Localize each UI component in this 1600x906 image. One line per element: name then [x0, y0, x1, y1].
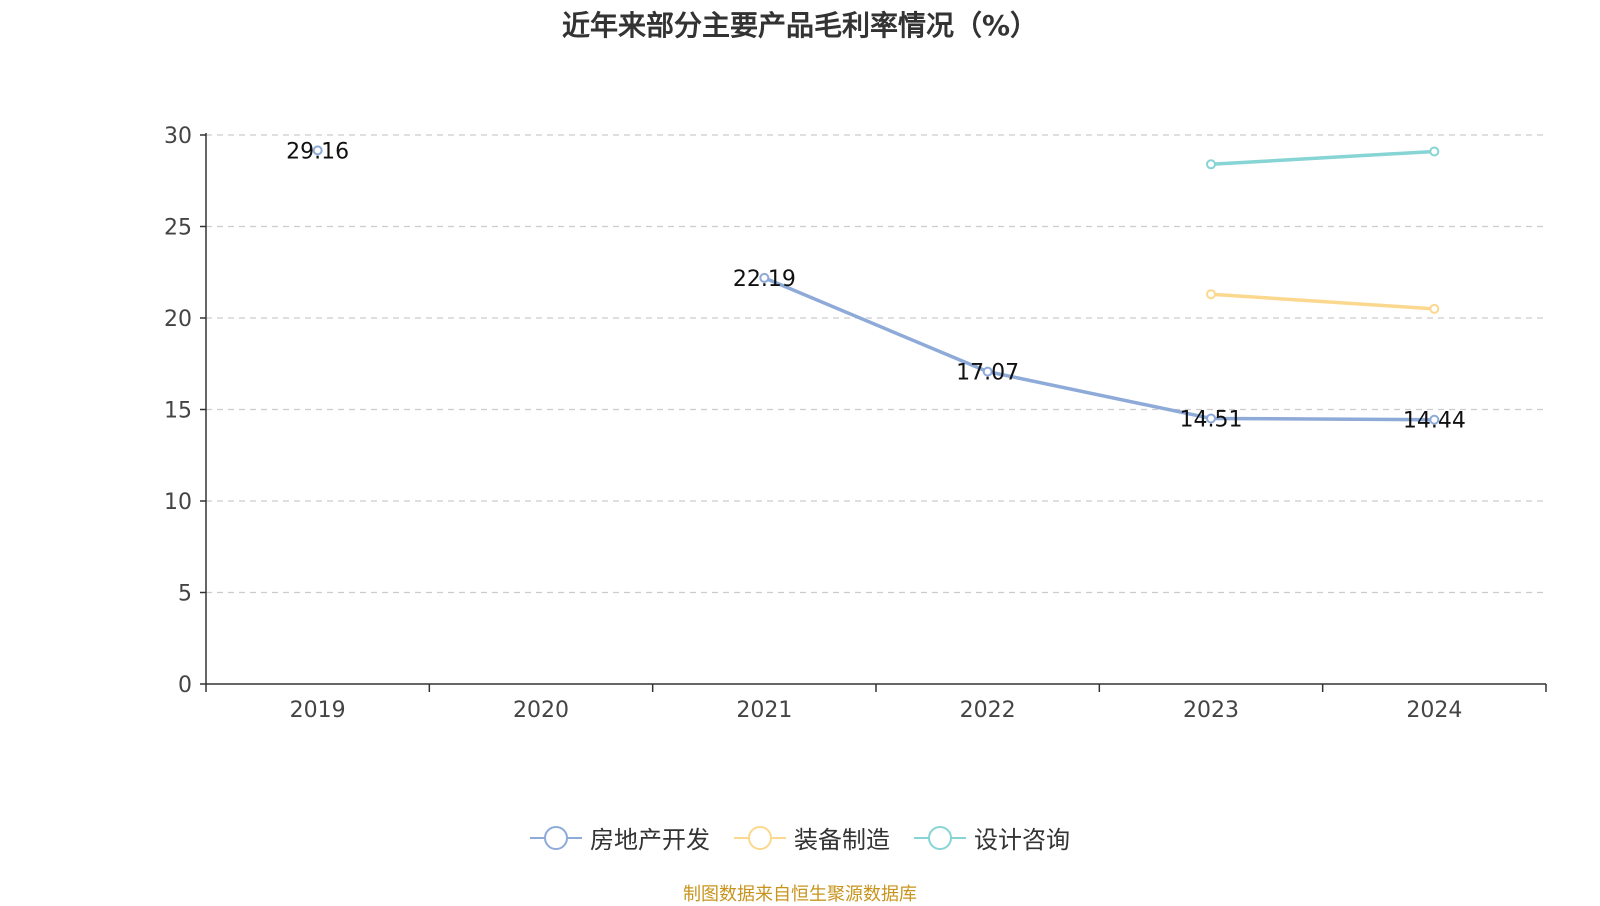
series-line-1: [1210, 292, 1435, 311]
data-label: 29.16: [286, 139, 349, 164]
chart-title: 近年来部分主要产品毛利率情况（%）: [561, 9, 1039, 42]
y-tick-label: 15: [164, 399, 192, 424]
data-point: [1429, 146, 1440, 157]
legend-label: 设计咨询: [974, 826, 1070, 854]
x-tick-label: 2019: [290, 698, 346, 723]
y-tick-label: 20: [164, 307, 192, 332]
legend-symbol-icon: [734, 825, 786, 850]
data-label: 14.51: [1180, 407, 1243, 432]
x-tick-label: 2022: [960, 698, 1016, 723]
legend-symbol-icon: [530, 825, 582, 850]
source-note: 制图数据来自恒生聚源数据库: [683, 884, 917, 905]
y-tick-label: 25: [164, 216, 192, 241]
x-tick-label: 2023: [1183, 698, 1239, 723]
data-label: 14.44: [1403, 409, 1466, 434]
legend-symbol-icon: [914, 825, 966, 850]
series-line-0: [763, 276, 1435, 422]
y-tick-label: 0: [178, 673, 192, 698]
x-tick-label: 2021: [736, 698, 792, 723]
x-tick-label: 2020: [513, 698, 569, 723]
legend-item-1[interactable]: 装备制造: [734, 820, 890, 855]
data-point: [1206, 289, 1216, 300]
data-label: 17.07: [956, 361, 1019, 386]
data-label: 22.19: [733, 267, 796, 292]
data-point: [1429, 414, 1440, 425]
y-tick-label: 5: [178, 582, 192, 607]
y-tick-label: 30: [164, 124, 192, 149]
legend-item-0[interactable]: 房地产开发: [530, 820, 710, 855]
data-point: [1206, 159, 1216, 170]
legend-label: 装备制造: [794, 826, 890, 854]
y-tick-label: 10: [164, 490, 192, 515]
data-point: [1206, 413, 1216, 424]
legend-item-2[interactable]: 设计咨询: [914, 820, 1070, 855]
series-line-2: [1210, 149, 1435, 167]
data-point: [982, 366, 993, 377]
legend-label: 房地产开发: [590, 826, 710, 854]
x-tick-label: 2024: [1406, 698, 1462, 723]
data-point: [312, 145, 323, 156]
data-point: [759, 272, 770, 283]
data-point: [1429, 303, 1440, 314]
legend: 房地产开发 装备制造 设计咨询: [0, 820, 1600, 855]
